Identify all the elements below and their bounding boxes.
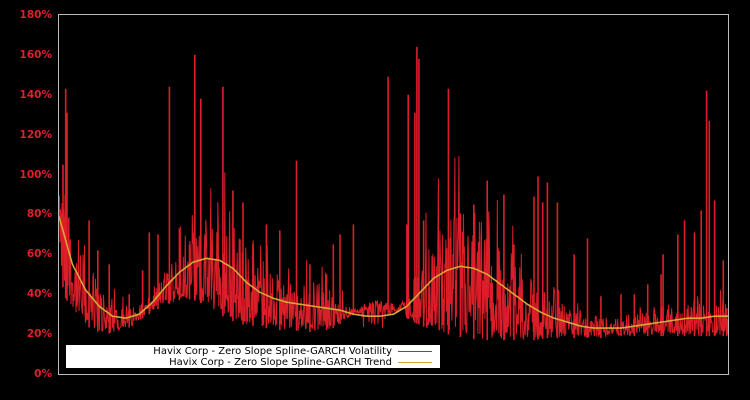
volatility-line bbox=[58, 156, 729, 340]
y-tick-label: 120% bbox=[19, 128, 52, 141]
y-tick-label: 80% bbox=[26, 208, 52, 221]
volatility-series bbox=[58, 46, 729, 341]
y-tick-label: 0% bbox=[34, 368, 52, 380]
y-tick-label: 60% bbox=[26, 248, 52, 261]
trend-line bbox=[58, 216, 728, 329]
legend-swatch-trend bbox=[398, 362, 432, 363]
plot-frame bbox=[58, 14, 729, 375]
y-tick-label: 40% bbox=[26, 288, 52, 301]
y-tick-label: 160% bbox=[19, 48, 52, 61]
legend-entry-trend: Havix Corp - Zero Slope Spline-GARCH Tre… bbox=[169, 357, 432, 368]
legend-swatch-volatility bbox=[398, 351, 432, 352]
legend: Havix Corp - Zero Slope Spline-GARCH Vol… bbox=[66, 345, 440, 368]
y-tick-label: 20% bbox=[26, 328, 52, 341]
legend-entry-volatility: Havix Corp - Zero Slope Spline-GARCH Vol… bbox=[153, 346, 432, 357]
y-tick-label: 180% bbox=[19, 9, 52, 21]
legend-label: Havix Corp - Zero Slope Spline-GARCH Tre… bbox=[169, 357, 392, 368]
legend-label: Havix Corp - Zero Slope Spline-GARCH Vol… bbox=[153, 346, 392, 357]
trend-series bbox=[58, 216, 728, 329]
y-tick-label: 140% bbox=[19, 88, 52, 101]
y-tick-label: 100% bbox=[19, 168, 52, 181]
